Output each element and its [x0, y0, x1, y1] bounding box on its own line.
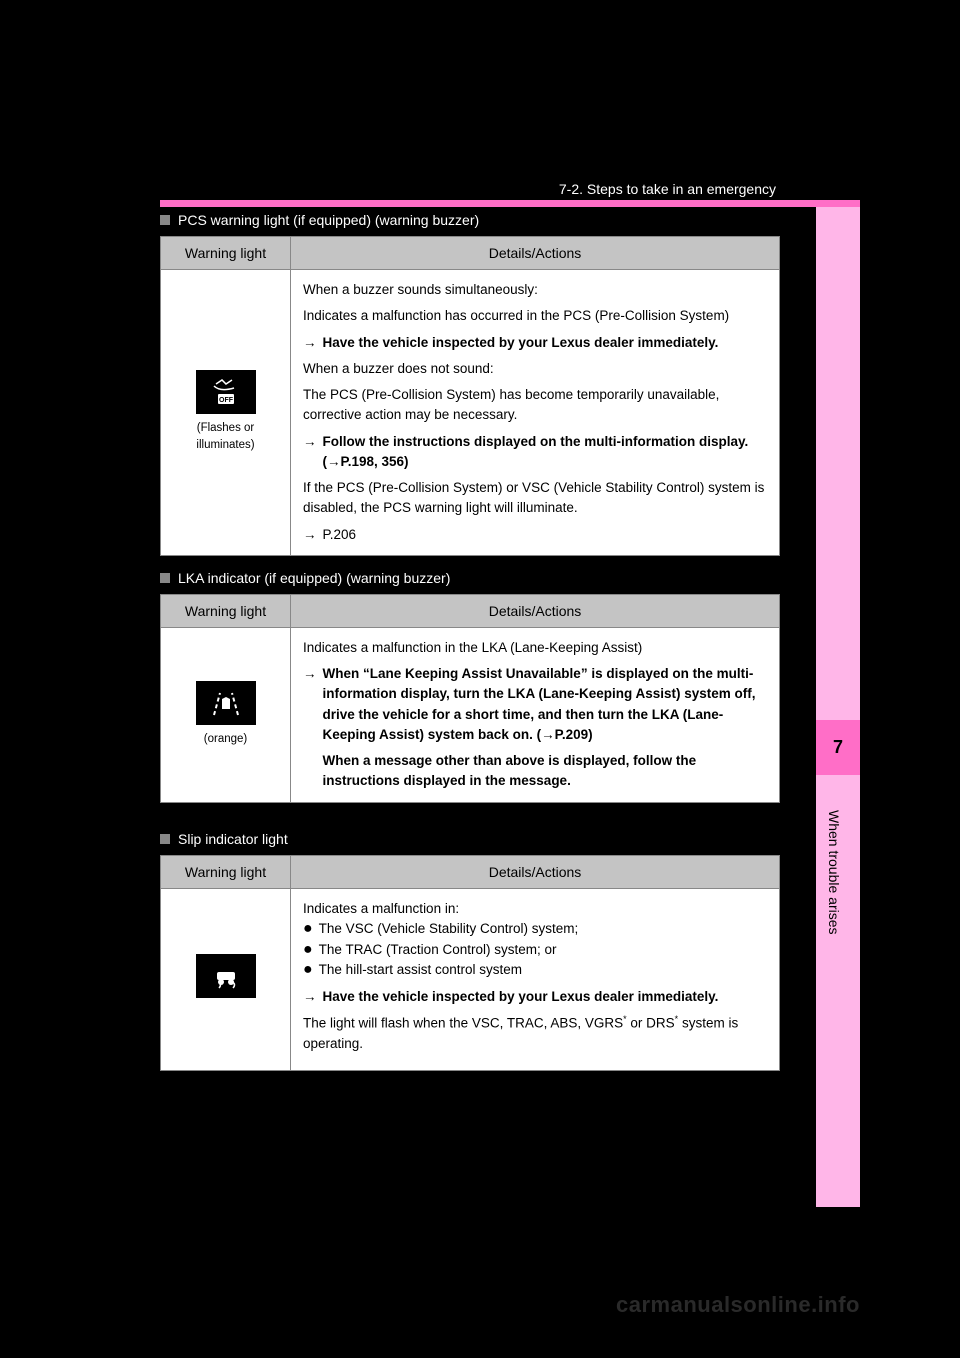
chapter-label: When trouble arises — [826, 810, 842, 935]
watermark: carmanualsonline.info — [616, 1292, 860, 1318]
arrow-icon: → — [303, 987, 317, 1007]
detail-text: The PCS (Pre-Collision System) has becom… — [303, 385, 767, 426]
pcs-off-icon: OFF — [196, 370, 256, 414]
action-text: Follow the instructions displayed on the… — [323, 432, 768, 473]
details-cell: Indicates a malfunction in: ● The VSC (Ve… — [291, 888, 780, 1071]
square-bullet-icon — [160, 573, 170, 583]
sidebar-background — [816, 207, 860, 1207]
column-header-light: Warning light — [161, 237, 291, 270]
square-bullet-icon — [160, 834, 170, 844]
column-header-light: Warning light — [161, 855, 291, 888]
table-slip: Warning light Details/Actions — [160, 855, 780, 1072]
section-title: LKA indicator (if equipped) (warning buz… — [178, 570, 450, 586]
page-header: 351 7-2. Steps to take in an emergency — [160, 180, 780, 198]
lka-icon — [196, 681, 256, 725]
details-cell: Indicates a malfunction in the LKA (Lane… — [291, 627, 780, 802]
chapter-tab: 7 — [816, 720, 860, 775]
section-heading-lka: LKA indicator (if equipped) (warning buz… — [160, 570, 780, 586]
page-number: 351 — [164, 180, 191, 198]
chapter-number: 7 — [833, 737, 843, 758]
detail-text: Indicates a malfunction has occurred in … — [303, 306, 767, 326]
bullet-text: The hill-start assist control system — [319, 960, 522, 981]
section-heading-slip: Slip indicator light — [160, 831, 780, 847]
arrow-icon: → — [303, 432, 317, 473]
section-title: PCS warning light (if equipped) (warning… — [178, 212, 479, 228]
warning-light-cell — [161, 888, 291, 1071]
bullet-icon: ● — [303, 940, 313, 961]
arrow-icon: → — [303, 333, 317, 353]
bullet-icon: ● — [303, 960, 313, 981]
column-header-light: Warning light — [161, 594, 291, 627]
detail-text: The light will flash when the VSC, TRAC,… — [303, 1013, 767, 1054]
detail-text: When a buzzer sounds simultaneously: — [303, 280, 767, 300]
icon-caption: (orange) — [173, 731, 278, 748]
action-text: Have the vehicle inspected by your Lexus… — [323, 987, 719, 1007]
bullet-text: The TRAC (Traction Control) system; or — [319, 940, 557, 961]
section-title: Slip indicator light — [178, 831, 288, 847]
detail-text: Indicates a malfunction in the LKA (Lane… — [303, 638, 767, 658]
action-text: Have the vehicle inspected by your Lexus… — [323, 333, 719, 353]
section-path: 7-2. Steps to take in an emergency — [559, 181, 776, 197]
table-lka: Warning light Details/Actions (orange) — [160, 594, 780, 803]
arrow-icon: → — [303, 664, 317, 792]
detail-text: If the PCS (Pre-Collision System) or VSC… — [303, 478, 767, 519]
bullet-text: The VSC (Vehicle Stability Control) syst… — [319, 919, 579, 940]
icon-caption: (Flashes or illuminates) — [173, 420, 278, 455]
svg-text:OFF: OFF — [219, 397, 234, 404]
detail-text: When a buzzer does not sound: — [303, 359, 767, 379]
action-text: When a message other than above is displ… — [323, 753, 697, 788]
warning-light-cell: (orange) — [161, 627, 291, 802]
column-header-details: Details/Actions — [291, 237, 780, 270]
warning-light-cell: OFF (Flashes or illuminates) — [161, 270, 291, 556]
action-text: P.206 — [323, 525, 357, 545]
column-header-details: Details/Actions — [291, 855, 780, 888]
slip-icon — [196, 954, 256, 998]
square-bullet-icon — [160, 215, 170, 225]
table-pcs: Warning light Details/Actions OFF (Flash… — [160, 236, 780, 556]
bullet-icon: ● — [303, 919, 313, 940]
action-text: When “Lane Keeping Assist Unavailable” i… — [323, 666, 756, 742]
arrow-icon: → — [303, 525, 317, 545]
section-heading-pcs: PCS warning light (if equipped) (warning… — [160, 212, 780, 228]
column-header-details: Details/Actions — [291, 594, 780, 627]
page-body: 351 7-2. Steps to take in an emergency P… — [160, 180, 780, 1071]
detail-text: Indicates a malfunction in: — [303, 899, 767, 919]
details-cell: When a buzzer sounds simultaneously: Ind… — [291, 270, 780, 556]
